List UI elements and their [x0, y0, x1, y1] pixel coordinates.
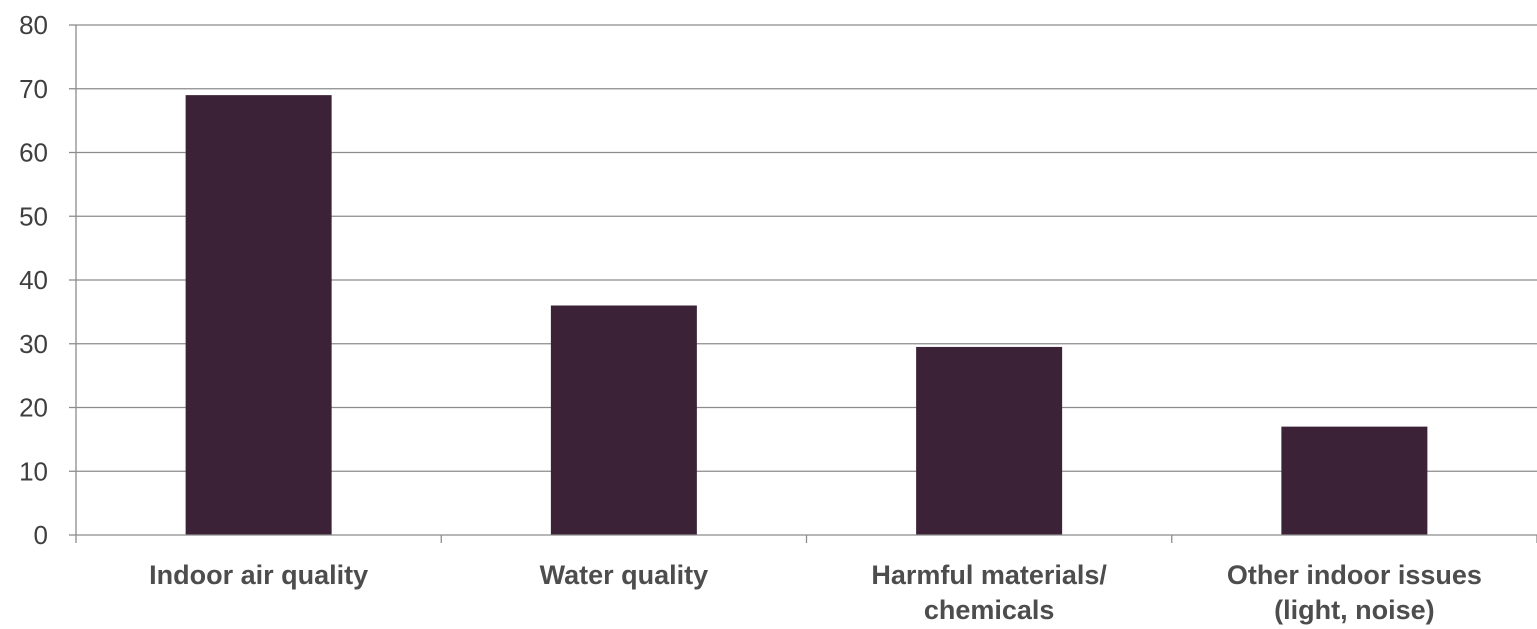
y-tick-label-0: 0: [34, 520, 48, 550]
bar-2: [916, 346, 1063, 535]
y-tick-label-30: 30: [19, 329, 48, 359]
x-tick-label-3-line-1: (light, noise): [1274, 595, 1434, 625]
x-tick-label-2-line-1: chemicals: [924, 595, 1055, 625]
bar-1: [550, 305, 697, 535]
y-tick-label-10: 10: [19, 456, 48, 486]
y-tick-labels: 0 10 20 30 40 50 60 70 80: [19, 10, 48, 550]
x-tick-label-2: Harmful materials/chemicals: [871, 560, 1107, 625]
axes: [69, 24, 1537, 543]
y-tick-label-70: 70: [19, 74, 48, 104]
x-tick-label-2-line-0: Harmful materials/: [871, 560, 1107, 590]
x-tick-label-3: Other indoor issues (light, noise): [1227, 560, 1482, 625]
y-tick-label-50: 50: [19, 201, 48, 231]
x-tick-label-0: Indoor air quality: [149, 560, 368, 590]
x-tick-label-1: Water quality: [540, 560, 709, 590]
x-tick-label-1-line-0: Water quality: [540, 560, 709, 590]
bar-0: [185, 95, 332, 535]
y-tick-label-20: 20: [19, 393, 48, 423]
bars: [185, 95, 1428, 535]
y-tick-label-40: 40: [19, 265, 48, 295]
x-tick-label-3-line-0: Other indoor issues: [1227, 560, 1482, 590]
y-tick-label-80: 80: [19, 10, 48, 40]
y-tick-label-60: 60: [19, 138, 48, 168]
x-tick-label-0-line-0: Indoor air quality: [149, 560, 368, 590]
x-tick-labels: Indoor air quality Water quality Harmful m…: [149, 560, 1482, 625]
bar-3: [1281, 426, 1428, 535]
